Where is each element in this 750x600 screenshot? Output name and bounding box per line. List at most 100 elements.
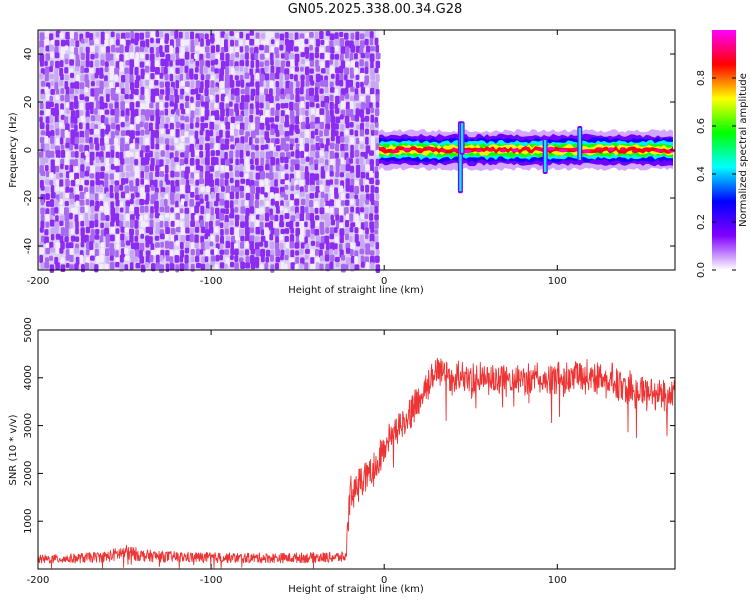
noise-cell [84,96,90,102]
noise-cell [75,186,80,196]
noise-cell [100,39,106,45]
noise-cell [190,135,194,144]
noise-cell [60,95,65,102]
noise-cell [170,164,175,170]
noise-cell [50,159,55,166]
noise-cell [329,59,333,65]
noise-cell [65,39,70,47]
noise-cell [330,87,335,93]
noise-cell [89,241,94,250]
noise-cell [309,200,314,208]
noise-cell [89,200,95,208]
noise-cell [74,166,79,175]
noise-cell [375,255,380,263]
noise-cell [250,123,255,130]
noise-cell [225,53,230,62]
noise-cell [286,93,291,100]
noise-cell [204,241,210,250]
noise-cell [229,227,234,235]
noise-cell [305,156,310,162]
noise-cell [339,73,344,81]
noise-cell [140,233,144,239]
noise-cell [110,38,114,46]
noise-cell [200,226,206,234]
noise-cell [124,46,129,53]
noise-cell [215,234,220,243]
noise-cell [254,46,259,55]
noise-cell [94,94,99,101]
noise-cell [369,31,374,39]
noise-cell [230,144,235,150]
noise-cell [95,32,100,38]
noise-cell [354,185,359,194]
noise-cell [210,60,215,66]
noise-cell [224,45,229,52]
noise-cell [149,102,154,109]
noise-cell [244,135,248,143]
noise-cell [145,39,150,48]
noise-cell [95,229,100,235]
noise-cell [110,207,116,216]
noise-cell [54,46,59,54]
noise-cell [175,128,180,138]
noise-cell [74,194,80,203]
noise-cell [100,128,105,138]
noise-cell [55,215,59,224]
signal-peak [426,146,436,151]
noise-cell [65,142,70,149]
noise-cell [354,115,359,122]
noise-cell [180,152,185,158]
noise-cell [264,65,269,73]
noise-cell [170,199,175,205]
noise-cell [125,221,130,229]
noise-cell [144,214,148,221]
noise-cell [129,219,134,228]
noise-cell [59,192,63,201]
noise-cell [255,101,260,109]
noise-cell [179,94,184,100]
noise-cell [60,144,65,150]
noise-cell [64,158,69,166]
noise-cell [209,94,214,100]
noise-cell [350,32,355,40]
noise-cell [209,179,215,187]
noise-cell [124,247,129,255]
noise-cell [189,227,194,235]
noise-cell [315,262,320,270]
noise-cell [345,247,351,254]
noise-cell [59,179,64,188]
noise-cell [109,82,114,89]
noise-cell [325,241,330,251]
noise-cell [130,31,134,40]
noise-cell [359,178,363,186]
noise-cell [255,81,260,88]
noise-cell [64,94,70,103]
noise-cell [154,88,159,97]
noise-cell [195,117,200,123]
noise-cell [264,52,270,58]
signal-peak [415,147,423,152]
noise-cell [135,130,141,136]
noise-cell [234,87,240,96]
noise-cell [99,254,104,263]
signal-peak [594,147,604,151]
noise-cell [120,240,125,248]
noise-cell [195,122,200,128]
noise-cell [354,227,359,234]
noise-cell [149,150,153,158]
noise-cell [295,149,300,159]
noise-cell [74,136,79,145]
noise-cell [305,177,310,186]
noise-cell [249,235,255,243]
noise-cell [360,122,364,132]
noise-cell [249,199,254,209]
noise-cell [60,163,64,170]
noise-cell [164,67,168,75]
noise-cell [70,82,75,89]
noise-cell [104,129,109,135]
noise-cell [225,73,229,83]
noise-cell [354,130,359,137]
noise-cell [164,221,169,228]
noise-cell [59,215,64,223]
